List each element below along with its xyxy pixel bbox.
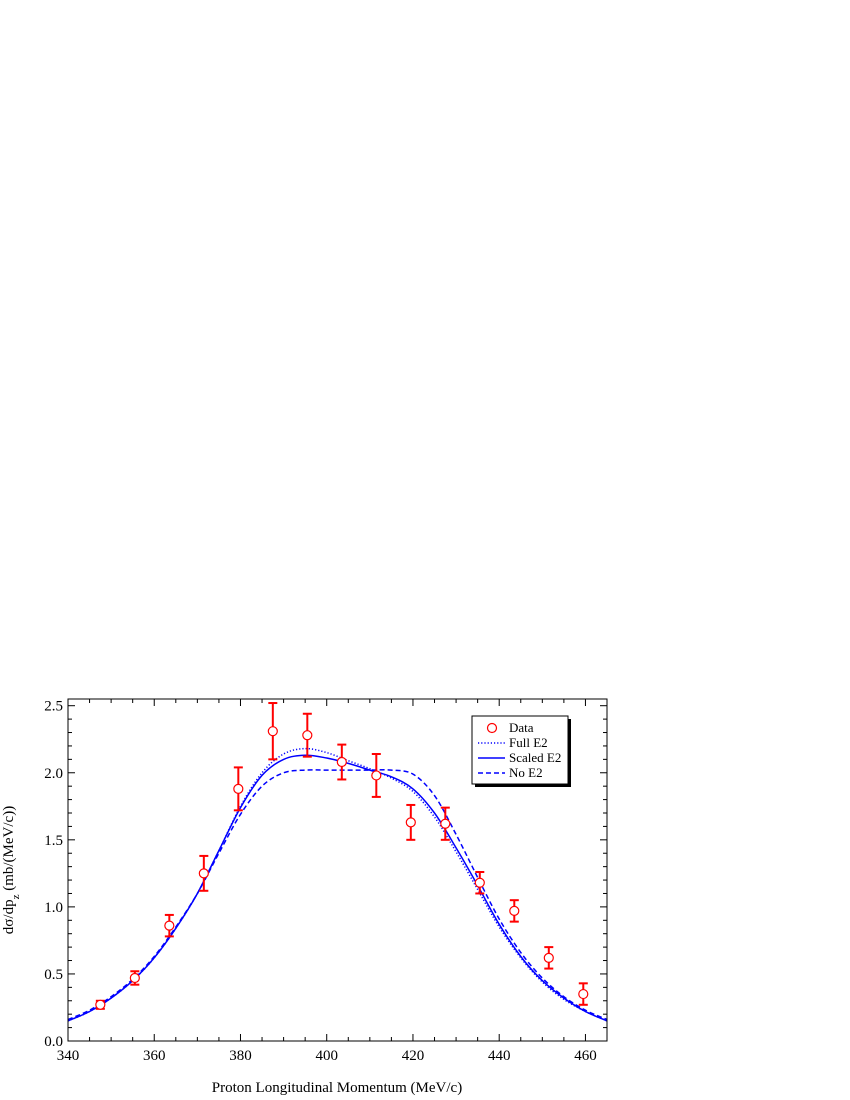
data-point [267, 702, 278, 761]
legend-item: Scaled E2 [478, 750, 561, 765]
data-marker [198, 868, 209, 879]
y-tick-label: 0.5 [44, 967, 63, 983]
plot-layer [67, 702, 608, 1022]
y-axis-title-subscript: z [10, 894, 22, 899]
data-point [578, 982, 589, 1006]
legend-label: Scaled E2 [509, 750, 561, 765]
data-marker [336, 756, 347, 768]
y-axis-title-prefix: dσ/dp [1, 899, 17, 934]
data-point [198, 854, 209, 892]
data-point [474, 871, 485, 895]
data-point [302, 712, 313, 758]
data-marker [164, 920, 175, 931]
legend-item: No E2 [478, 765, 543, 780]
data-marker [509, 905, 520, 917]
y-axis-title: dσ/dpz (mb/(MeV/c)) [1, 806, 22, 934]
series-line-no-e2 [67, 769, 608, 1021]
data-marker [440, 818, 451, 829]
data-point [405, 803, 416, 841]
data-marker [302, 730, 313, 741]
data-marker [578, 988, 589, 1000]
data-marker [371, 770, 382, 781]
data-point [336, 743, 347, 781]
x-tick-label: 380 [229, 1048, 252, 1064]
data-marker [474, 877, 485, 888]
data-point [233, 766, 244, 812]
data-marker [267, 726, 278, 737]
series-line-scaled-e2 [67, 754, 608, 1022]
x-tick-label: 420 [402, 1048, 425, 1064]
data-marker [405, 817, 416, 828]
x-tick-label: 460 [574, 1048, 597, 1064]
x-tick-label: 400 [315, 1048, 338, 1064]
x-tick-label: 340 [57, 1048, 80, 1064]
y-axis-title-suffix: (mb/(MeV/c)) [1, 806, 17, 895]
legend-item: Data [486, 720, 534, 735]
x-axis-title: Proton Longitudinal Momentum (MeV/c) [212, 1080, 462, 1096]
legend-label: Data [509, 720, 534, 735]
y-tick-label: 2.5 [44, 699, 63, 715]
data-point [440, 806, 451, 841]
series-line-full-e2 [67, 747, 608, 1022]
y-tick-label: 1.0 [44, 900, 63, 916]
data-marker [233, 783, 244, 794]
legend-label: No E2 [509, 765, 543, 780]
data-point [509, 899, 520, 923]
data-marker [129, 972, 140, 984]
data-marker [543, 952, 554, 963]
y-tick-label: 0.0 [44, 1034, 63, 1050]
data-point [164, 913, 175, 938]
data-marker [95, 999, 106, 1010]
y-tick-label: 2.0 [44, 766, 63, 782]
legend-marker-data [486, 722, 498, 734]
legend-label: Full E2 [509, 735, 548, 750]
x-tick-label: 360 [143, 1048, 166, 1064]
x-tick-label: 440 [488, 1048, 511, 1064]
data-point [543, 946, 554, 970]
y-tick-label: 1.5 [44, 833, 63, 849]
data-point [129, 970, 140, 986]
axes-layer: 340 360 380 400 420 440 460 0.0 0.5 1.0 1.5 2.0 2.5 [44, 698, 608, 1064]
legend-item: Full E2 [478, 735, 548, 750]
data-point [371, 752, 382, 798]
plot-frame [67, 698, 608, 1042]
data-point [95, 999, 106, 1010]
